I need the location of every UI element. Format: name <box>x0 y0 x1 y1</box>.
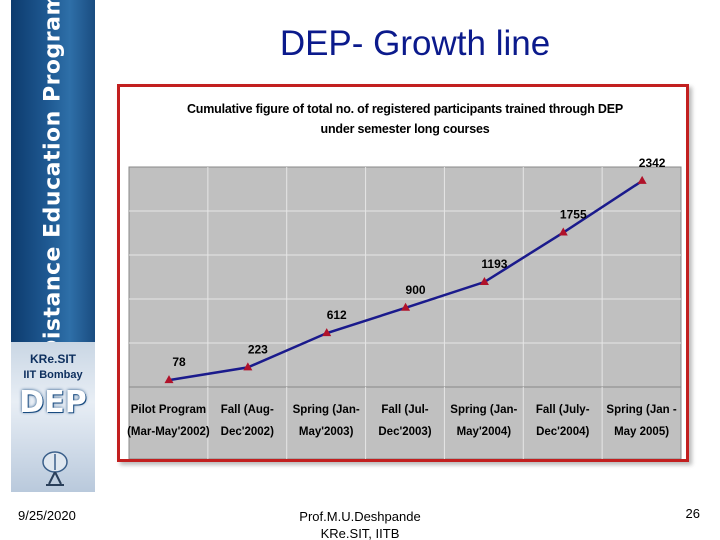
plot-area <box>128 166 682 388</box>
banner-dep-logo: DEP <box>19 385 87 420</box>
data-point <box>322 328 332 337</box>
chart-title: Cumulative figure of total no. of regist… <box>186 102 624 136</box>
data-label: 1193 <box>481 257 507 271</box>
data-label: 900 <box>406 283 426 297</box>
page-number: 26 <box>685 506 700 521</box>
category-label: Spring (Jan- <box>450 404 517 416</box>
data-label: 2342 <box>639 156 666 170</box>
category-label: Dec'2004) <box>536 426 589 438</box>
slide-date: 9/25/2020 <box>18 508 76 523</box>
data-point <box>401 302 411 311</box>
data-point <box>243 362 253 371</box>
category-label: Pilot Program <box>131 404 206 416</box>
data-label: 1755 <box>560 208 587 222</box>
presenter-affiliation: KRe.SIT, IITB <box>320 526 400 540</box>
category-label: Fall (Aug- <box>221 404 274 416</box>
data-point <box>164 375 174 384</box>
satellite-dish-icon <box>42 451 68 486</box>
data-label: 223 <box>248 342 268 356</box>
banner-org-institute: IIT Bombay <box>23 369 83 381</box>
chart-frame: Cumulative figure of total no. of regist… <box>117 84 689 462</box>
category-label: May'2003) <box>299 426 354 438</box>
slide-title: DEP- Growth line <box>279 24 551 63</box>
category-label: Dec'2003) <box>378 426 431 438</box>
category-label: Spring (Jan- <box>293 404 360 416</box>
data-point <box>637 175 647 184</box>
category-label: (Mar-May'2002) <box>127 426 210 438</box>
banner-org-name: KRe.SIT <box>29 352 76 366</box>
data-point <box>479 277 489 286</box>
line-chart: 78 223 612 900 1193 1755 2342 Pilot Program (Mar… <box>127 156 682 459</box>
side-banner: Distance Education Program KRe.SIT IIT B… <box>11 0 95 492</box>
data-point <box>558 227 568 236</box>
data-label: 78 <box>172 355 186 369</box>
category-label: Fall (July- <box>536 404 590 416</box>
category-band <box>128 386 682 459</box>
category-label: Dec'2002) <box>221 426 274 438</box>
category-label: May 2005) <box>614 426 669 438</box>
presenter-name: Prof.M.U.Deshpande <box>299 509 421 524</box>
category-label: May'2004) <box>457 426 512 438</box>
category-label: Spring (Jan - <box>606 404 676 416</box>
banner-title: Distance Education Program <box>40 0 66 358</box>
category-label: Fall (Jul- <box>381 404 428 416</box>
presenter-credit: Prof.M.U.Deshpande KRe.SIT, IITB <box>260 508 460 540</box>
data-label: 612 <box>327 308 347 322</box>
